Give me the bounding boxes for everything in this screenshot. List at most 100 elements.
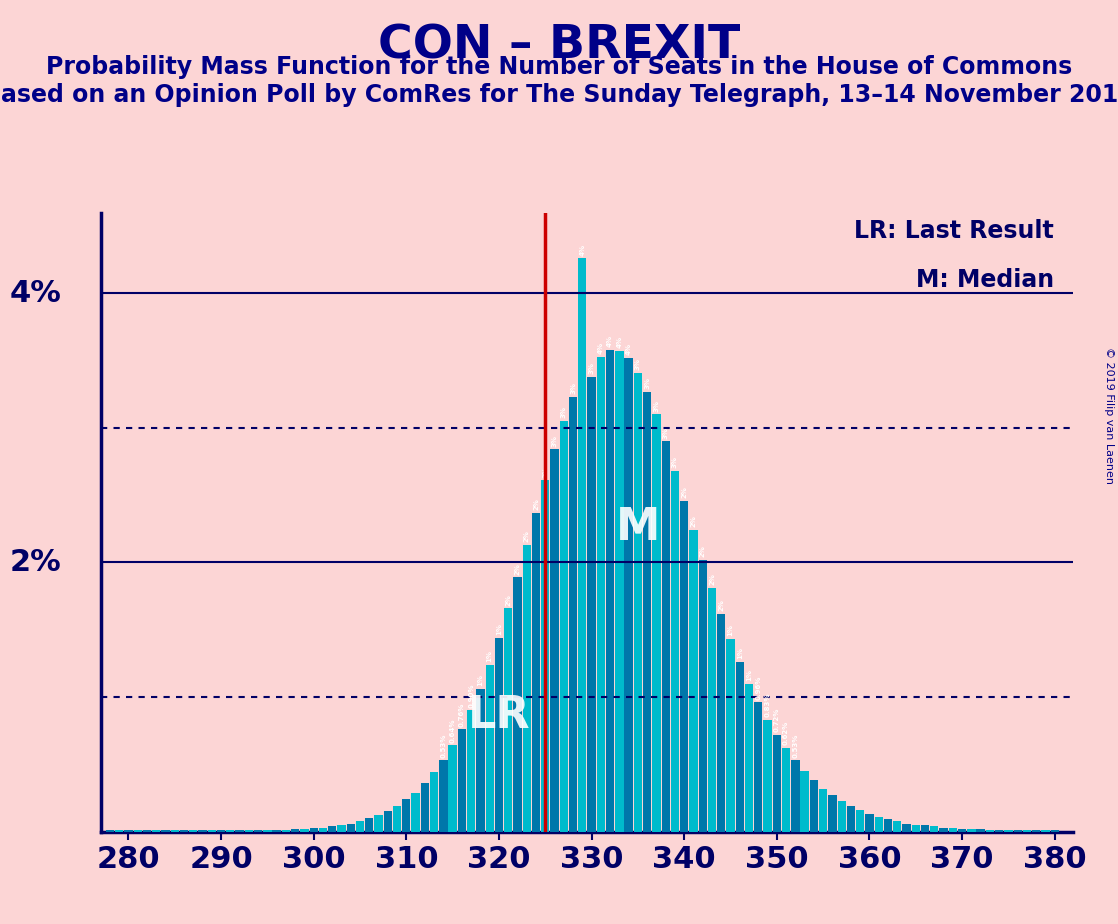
- Bar: [865, 814, 873, 832]
- Text: 4%: 4%: [598, 342, 604, 354]
- Bar: [699, 560, 707, 832]
- Text: 0.83%: 0.83%: [765, 693, 770, 717]
- Bar: [347, 823, 354, 832]
- Text: 3%: 3%: [644, 377, 651, 389]
- Bar: [856, 810, 864, 832]
- Bar: [476, 689, 484, 832]
- Bar: [328, 826, 337, 832]
- Bar: [976, 829, 985, 832]
- Bar: [986, 831, 994, 832]
- Bar: [356, 821, 364, 832]
- Bar: [402, 799, 410, 832]
- Bar: [291, 829, 300, 832]
- Text: 3%: 3%: [672, 456, 678, 468]
- Bar: [532, 513, 540, 832]
- Bar: [809, 781, 818, 832]
- Bar: [800, 771, 808, 832]
- Bar: [755, 702, 762, 832]
- Bar: [319, 828, 328, 832]
- Bar: [226, 831, 235, 832]
- Bar: [541, 480, 549, 832]
- Bar: [383, 811, 392, 832]
- Bar: [625, 358, 633, 832]
- Text: Probability Mass Function for the Number of Seats in the House of Commons: Probability Mass Function for the Number…: [46, 55, 1072, 79]
- Bar: [736, 662, 743, 832]
- Text: 4%: 4%: [616, 336, 623, 348]
- Bar: [930, 826, 938, 832]
- Text: 0.64%: 0.64%: [449, 718, 456, 743]
- Bar: [115, 831, 123, 832]
- Text: 2%: 2%: [514, 563, 521, 575]
- Bar: [828, 796, 836, 832]
- Bar: [254, 831, 263, 832]
- Bar: [273, 831, 281, 832]
- Bar: [171, 831, 179, 832]
- Bar: [578, 259, 587, 832]
- Text: 1%: 1%: [486, 650, 493, 662]
- Text: 0.53%: 0.53%: [440, 734, 446, 758]
- Bar: [884, 820, 892, 832]
- Bar: [457, 729, 466, 832]
- Text: 0.76%: 0.76%: [458, 702, 465, 726]
- Bar: [1041, 831, 1050, 832]
- Bar: [958, 829, 966, 832]
- Bar: [522, 545, 531, 832]
- Bar: [430, 772, 438, 832]
- Bar: [939, 828, 948, 832]
- Text: 4%: 4%: [10, 279, 61, 308]
- Text: 2%: 2%: [505, 593, 511, 605]
- Bar: [949, 828, 957, 832]
- Bar: [161, 831, 170, 832]
- Text: 2%: 2%: [718, 599, 724, 611]
- Text: Based on an Opinion Poll by ComRes for The Sunday Telegraph, 13–14 November 2019: Based on an Opinion Poll by ComRes for T…: [0, 83, 1118, 107]
- Bar: [652, 414, 661, 832]
- Bar: [717, 614, 726, 832]
- Text: 2%: 2%: [700, 545, 705, 557]
- Bar: [1051, 831, 1059, 832]
- Bar: [606, 350, 614, 832]
- Bar: [189, 831, 198, 832]
- Text: 2%: 2%: [681, 486, 688, 498]
- Text: 3%: 3%: [663, 427, 669, 439]
- Bar: [708, 588, 717, 832]
- Text: 1%: 1%: [746, 669, 752, 681]
- Text: 3%: 3%: [570, 383, 576, 395]
- Bar: [671, 471, 679, 832]
- Text: © 2019 Filip van Laenen: © 2019 Filip van Laenen: [1105, 347, 1114, 484]
- Bar: [995, 831, 1003, 832]
- Bar: [106, 831, 114, 832]
- Bar: [217, 831, 225, 832]
- Text: M: M: [616, 506, 660, 549]
- Bar: [1023, 831, 1031, 832]
- Text: 3%: 3%: [551, 434, 558, 446]
- Bar: [301, 829, 309, 832]
- Bar: [245, 831, 253, 832]
- Bar: [1032, 831, 1041, 832]
- Bar: [504, 608, 512, 832]
- Bar: [124, 831, 133, 832]
- Text: 2%: 2%: [10, 548, 61, 577]
- Text: 3%: 3%: [635, 358, 641, 370]
- Bar: [911, 825, 920, 832]
- Text: LR: LR: [467, 695, 530, 737]
- Text: CON – BREXIT: CON – BREXIT: [378, 23, 740, 68]
- Bar: [846, 806, 855, 832]
- Bar: [467, 711, 475, 832]
- Bar: [921, 825, 929, 832]
- Bar: [587, 377, 596, 832]
- Bar: [680, 501, 689, 832]
- Bar: [569, 397, 577, 832]
- Bar: [133, 831, 142, 832]
- Bar: [411, 793, 419, 832]
- Bar: [837, 800, 846, 832]
- Bar: [282, 831, 290, 832]
- Bar: [764, 720, 771, 832]
- Bar: [439, 760, 447, 832]
- Bar: [893, 821, 901, 832]
- Bar: [1014, 831, 1022, 832]
- Bar: [781, 748, 790, 832]
- Text: 1%: 1%: [737, 648, 742, 660]
- Bar: [874, 817, 883, 832]
- Bar: [143, 831, 151, 832]
- Text: 0.62%: 0.62%: [783, 722, 789, 746]
